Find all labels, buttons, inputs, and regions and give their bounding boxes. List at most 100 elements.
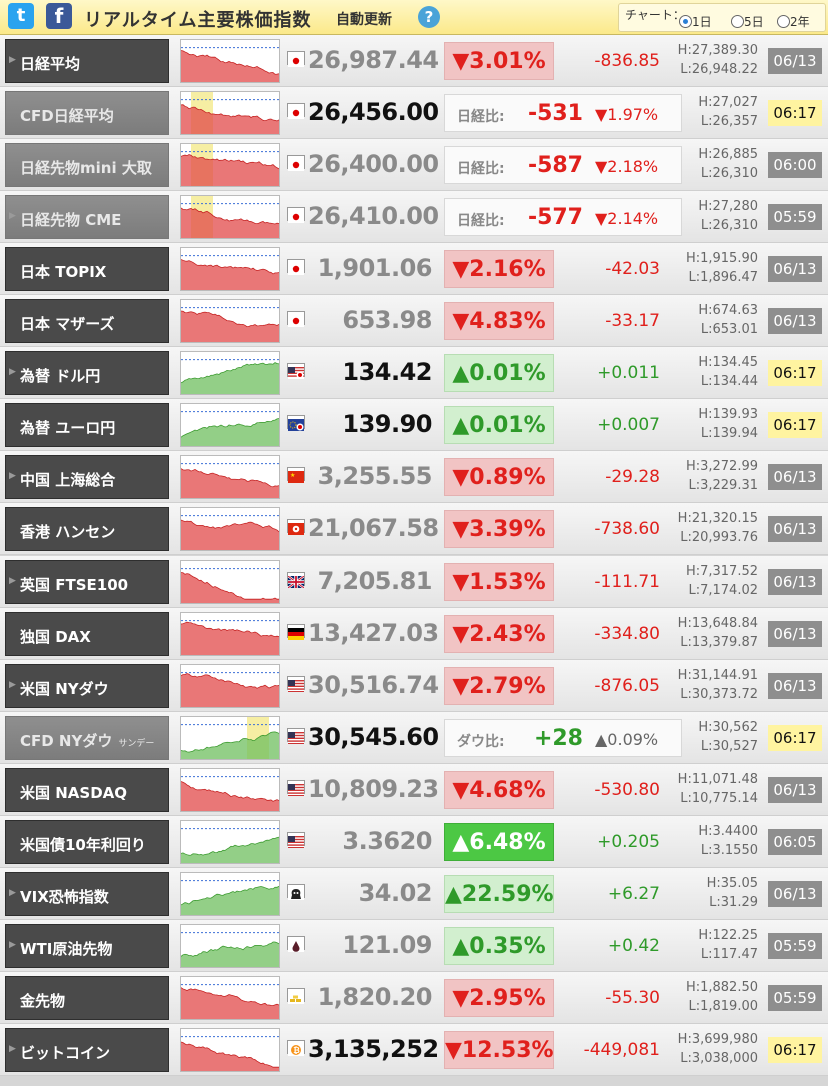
index-row[interactable]: 金先物 1,820.20 ▼2.95% -55.30 H:1,882.50 L:1,819… [0, 971, 828, 1024]
index-name-button[interactable]: CFD NYダウ サンデー [5, 715, 169, 760]
index-name: 米国 NASDAQ [20, 783, 127, 802]
index-name: 為替 ドル円 [20, 367, 101, 386]
sparkline-chart[interactable] [180, 247, 280, 292]
update-time: 06/13 [768, 48, 822, 74]
index-row[interactable]: 米国債10年利回り 3.3620 ▲6.48% +0.205 H:3.4400 L:3.1… [0, 815, 828, 868]
period-option-1d[interactable]: 1日 [679, 13, 712, 30]
high-value: H:3,272.99 [685, 459, 758, 475]
expand-arrow-icon[interactable]: ▶ [9, 575, 16, 586]
sparkline-chart[interactable] [180, 1027, 280, 1072]
index-row[interactable]: ▶ 中国 上海総合 ★ 3,255.55 ▼0.89% -29.28 H:3,272.99 L… [0, 451, 828, 504]
index-name-button[interactable]: ▶ 日経先物 CME [5, 195, 169, 240]
index-name: 金先物 [20, 991, 66, 1010]
sparkline-chart[interactable] [180, 767, 280, 812]
expand-arrow-icon[interactable]: ▶ [9, 55, 16, 65]
index-name-button[interactable]: 米国 NASDAQ [5, 767, 169, 812]
index-name: 日経先物mini 大取 [20, 159, 152, 178]
index-name-button[interactable]: 金先物 [5, 975, 169, 1020]
sparkline-chart[interactable] [180, 923, 280, 968]
index-name: 日本 マザーズ [20, 315, 115, 334]
period-option-5d[interactable]: 5日 [731, 13, 764, 30]
expand-arrow-icon[interactable]: ▶ [9, 939, 16, 950]
radio-icon[interactable] [679, 15, 692, 28]
update-time: 05:59 [768, 984, 822, 1011]
index-row[interactable]: 為替 ユーロ円 139.90 ▲0.01% +0.007 H:139.93 L:139.9… [0, 399, 828, 452]
point-change: +0.205 [597, 831, 660, 852]
expand-arrow-icon[interactable]: ▶ [9, 1043, 16, 1054]
period-option-2y[interactable]: 2年 [777, 13, 810, 30]
index-name-button[interactable]: ▶ WTI原油先物 [5, 923, 169, 968]
update-time: 06:17 [768, 412, 822, 439]
index-row[interactable]: 日本 TOPIX 1,901.06 ▼2.16% -42.03 H:1,915.90 L:… [0, 243, 828, 296]
index-row[interactable]: ▶ VIX恐怖指数 34.02 ▲22.59% +6.27 H:35.05 L:31.29 0… [0, 867, 828, 920]
index-row[interactable]: ▶ 為替 ドル円 134.42 ▲0.01% +0.011 H:134.45 L:134.4… [0, 347, 828, 400]
expand-arrow-icon[interactable]: ▶ [9, 887, 16, 898]
index-row[interactable]: 米国 NASDAQ 10,809.23 ▼4.68% -530.80 H:11,071.… [0, 763, 828, 816]
index-name-button[interactable]: ▶ VIX恐怖指数 [5, 871, 169, 916]
sparkline-chart[interactable] [180, 299, 280, 344]
facebook-icon[interactable]: f [46, 3, 72, 29]
expand-arrow-icon[interactable]: ▶ [9, 211, 16, 222]
sparkline-chart[interactable] [180, 195, 280, 240]
sparkline-chart[interactable] [180, 559, 280, 604]
sparkline-chart[interactable] [180, 403, 280, 448]
sparkline-chart[interactable] [180, 91, 280, 135]
us-flag-icon [287, 675, 305, 692]
sparkline-chart[interactable] [180, 819, 280, 864]
index-row[interactable]: 香港 ハンセン 21,067.58 ▼3.39% -738.60 H:21,320.15… [0, 503, 828, 556]
help-icon[interactable]: ? [418, 6, 440, 28]
sparkline-chart[interactable] [180, 663, 280, 708]
radio-icon[interactable] [777, 15, 790, 28]
expand-arrow-icon[interactable]: ▶ [9, 367, 16, 378]
sparkline-chart[interactable] [180, 611, 280, 656]
index-row[interactable]: ▶ 日経先物 CME 26,410.00 日経比: -577 ▼2.14% H:27,280… [0, 191, 828, 244]
index-name-button[interactable]: ▶ 日経平均 [5, 39, 169, 83]
index-row[interactable]: 日本 マザーズ 653.98 ▼4.83% -33.17 H:674.63 L:653.0… [0, 295, 828, 348]
index-value: 26,410.00 [308, 202, 439, 231]
index-row[interactable]: ▶ 日経平均 26,987.44 ▼3.01% -836.85 H:27,389.30 L:… [0, 35, 828, 87]
index-name-button[interactable]: 香港 ハンセン [5, 507, 169, 552]
sparkline-chart[interactable] [180, 351, 280, 396]
high-value: H:31,144.91 [677, 667, 758, 683]
sparkline-chart[interactable] [180, 39, 280, 83]
index-row[interactable]: ▶ WTI原油先物 121.09 ▲0.35% +0.42 H:122.25 L:117.4… [0, 919, 828, 972]
point-change: -111.71 [594, 571, 660, 592]
index-name-button[interactable]: ▶ ビットコイン [5, 1027, 169, 1072]
sparkline-chart[interactable] [180, 871, 280, 916]
cfd-diff-label: 日経比: [457, 213, 505, 230]
index-row[interactable]: ▶ ビットコイン ₿ 3,135,252 ▼12.53% -449,081 H:3,699,… [0, 1023, 828, 1076]
index-name-button[interactable]: 為替 ユーロ円 [5, 403, 169, 448]
index-row[interactable]: 独国 DAX 13,427.03 ▼2.43% -334.80 H:13,648.84 L… [0, 607, 828, 660]
expand-arrow-icon[interactable]: ▶ [9, 471, 16, 482]
sparkline-chart[interactable] [180, 455, 280, 500]
update-time: 05:59 [768, 204, 822, 231]
index-row[interactable]: CFD NYダウ サンデー 30,545.60 ダウ比: +28 ▲0.09% H:30,5… [0, 711, 828, 764]
percent-change-badge: ▲0.01% [444, 406, 554, 445]
index-name-button[interactable]: 日本 TOPIX [5, 247, 169, 292]
index-name-button[interactable]: 独国 DAX [5, 611, 169, 656]
sparkline-chart[interactable] [180, 143, 280, 188]
index-name-button[interactable]: CFD日経平均 [5, 91, 169, 135]
index-name-button[interactable]: ▶ 為替 ドル円 [5, 351, 169, 396]
low-value: L:7,174.02 [688, 582, 758, 598]
index-row[interactable]: ▶ 英国 FTSE100 7,205.81 ▼1.53% -111.71 H:7,317.… [0, 555, 828, 608]
index-name-button[interactable]: ▶ 中国 上海総合 [5, 455, 169, 500]
index-row[interactable]: ▶ 米国 NYダウ 30,516.74 ▼2.79% -876.05 H:31,144.9… [0, 659, 828, 712]
index-row[interactable]: CFD日経平均 26,456.00 日経比: -531 ▼1.97% H:27,027 L:… [0, 87, 828, 139]
low-value: L:20,993.76 [680, 530, 758, 546]
index-name-button[interactable]: 米国債10年利回り [5, 819, 169, 864]
expand-arrow-icon[interactable]: ▶ [9, 679, 16, 690]
twitter-icon[interactable]: t [8, 3, 34, 29]
point-change: -449,081 [583, 1039, 660, 1060]
index-name-button[interactable]: ▶ 米国 NYダウ [5, 663, 169, 708]
sparkline-chart[interactable] [180, 507, 280, 552]
index-name-button[interactable]: 日経先物mini 大取 [5, 143, 169, 188]
radio-icon[interactable] [731, 15, 744, 28]
update-time: 06:17 [768, 360, 822, 387]
sparkline-chart[interactable] [180, 715, 280, 760]
index-name-button[interactable]: ▶ 英国 FTSE100 [5, 559, 169, 604]
index-name-button[interactable]: 日本 マザーズ [5, 299, 169, 344]
sparkline-chart[interactable] [180, 975, 280, 1020]
index-row[interactable]: 日経先物mini 大取 26,400.00 日経比: -587 ▼2.18% H:26,8… [0, 139, 828, 192]
svg-text:₿: ₿ [293, 1046, 300, 1055]
